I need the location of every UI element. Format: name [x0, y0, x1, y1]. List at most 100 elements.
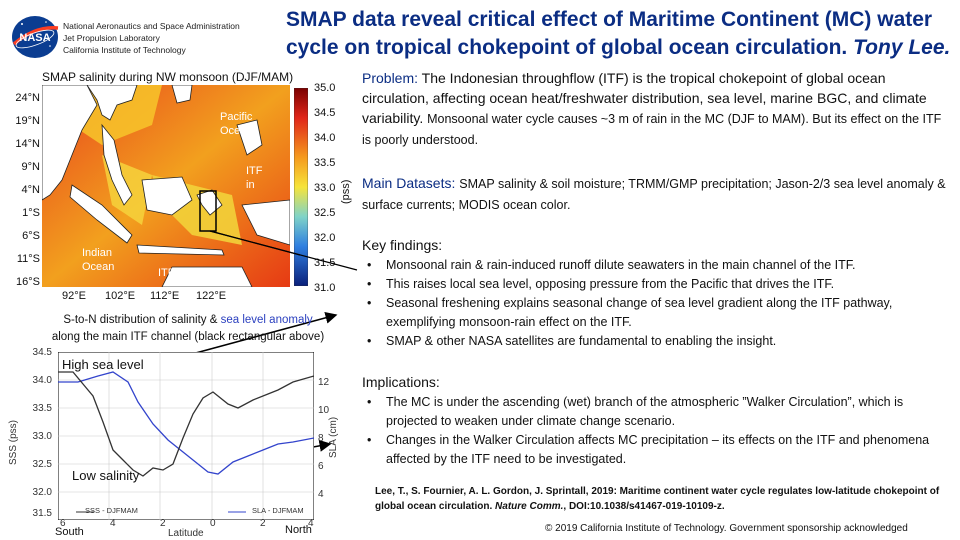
- y-right-tick: 8: [318, 433, 324, 444]
- x-tick: 6: [60, 518, 66, 529]
- implications-heading: Implications:: [362, 374, 440, 390]
- implications-list: • The MC is under the ascending (wet) bra…: [362, 393, 947, 469]
- colorbar-tick: 32.5: [314, 207, 336, 219]
- lat-tick: 9°N: [21, 161, 40, 173]
- sss-sla-chart: [58, 352, 314, 520]
- label-indian-ocean: Indian Ocean: [82, 246, 114, 274]
- label-itf-out: ITF out: [158, 267, 193, 279]
- colorbar-tick: 33.5: [314, 157, 336, 169]
- reference-doi: , DOI:10.1038/s41467-019-10109-z.: [563, 501, 725, 512]
- series-caption-blue: sea level anomaly: [220, 314, 313, 326]
- series-caption-text2: along the main ITF channel (black rectan…: [51, 331, 325, 343]
- y-right-tick: 12: [318, 377, 330, 388]
- x-label: Latitude: [168, 528, 204, 539]
- problem-text-small: Monsoonal water cycle causes ~3 m of rai…: [362, 112, 942, 147]
- label-pacific-ocean: Pacific Ocean: [220, 110, 252, 138]
- y-right-tick: 4: [318, 489, 324, 500]
- x-tick: 0: [210, 518, 216, 529]
- nasa-logo: NASA: [12, 16, 59, 58]
- finding-item: • SMAP & other NASA satellites are fundam…: [367, 334, 777, 348]
- series-caption-text: S-to-N distribution of salinity &: [63, 314, 218, 326]
- label-indian-line1: Indian: [82, 247, 112, 259]
- finding-item: • Monsoonal rain & rain-induced runoff di…: [367, 258, 856, 272]
- legend-sla: SLA - DJFMAM: [252, 506, 304, 515]
- colorbar-tick: 34.5: [314, 107, 336, 119]
- label-itf-in: ITF in: [246, 164, 263, 192]
- y-left-tick: 34.0: [32, 375, 52, 386]
- title-line2-text: cycle on tropical chokepoint of global o…: [286, 36, 848, 59]
- lon-tick: 122°E: [196, 290, 227, 302]
- lat-tick: 6°S: [22, 230, 40, 242]
- lat-tick: 11°S: [16, 253, 40, 265]
- findings-heading: Key findings:: [362, 237, 443, 253]
- colorbar-tick: 35.0: [314, 82, 336, 94]
- reference-journal: Nature Comm.: [495, 501, 564, 512]
- lat-tick: 19°N: [15, 115, 40, 127]
- y-left-tick: 31.5: [32, 508, 52, 519]
- annot-high-sea-level: High sea level: [62, 357, 144, 372]
- implication-text: Changes in the Walker Circulation affect…: [386, 433, 930, 466]
- problem-text: The Indonesian throughflow (ITF) is the …: [362, 70, 927, 126]
- y-left-tick: 33.0: [32, 431, 52, 442]
- reference: Lee, T., S. Fournier, A. L. Gordon, J. S…: [375, 484, 945, 514]
- x-tick: 4: [308, 518, 314, 529]
- copyright: © 2019 California Institute of Technolog…: [545, 523, 908, 534]
- implication-item: • The MC is under the ascending (wet) bra…: [367, 395, 904, 428]
- finding-text: Monsoonal rain & rain-induced runoff dil…: [386, 258, 856, 272]
- legend-sss: SSS - DJFMAM: [85, 506, 138, 515]
- lat-tick: 24°N: [15, 92, 40, 104]
- author: Tony Lee.: [853, 36, 951, 59]
- page-title: SMAP data reveal critical effect of Mari…: [286, 6, 951, 62]
- colorbar-unit: (pss): [340, 179, 352, 204]
- colorbar-tick: 31.0: [314, 282, 336, 294]
- y-right-label: SLA (cm): [328, 416, 339, 458]
- label-itf-in-line1: ITF: [246, 165, 263, 177]
- x-south: South: [55, 526, 84, 538]
- series-caption: S-to-N distribution of salinity & sea le…: [20, 312, 356, 346]
- y-left-tick: 34.5: [32, 347, 52, 358]
- lon-tick: 112°E: [150, 290, 180, 302]
- datasets-section: Main Datasets: SMAP salinity & soil mois…: [362, 173, 947, 215]
- y-left-tick: 32.0: [32, 487, 52, 498]
- institution-line: California Institute of Technology: [63, 45, 186, 55]
- colorbar-tick: 32.0: [314, 232, 336, 244]
- svg-text:NASA: NASA: [19, 32, 50, 44]
- colorbar-tick: 33.0: [314, 182, 336, 194]
- lat-tick: 14°N: [15, 138, 40, 150]
- lat-tick: 1°S: [22, 207, 40, 219]
- map-caption: SMAP salinity during NW monsoon (DJF/MAM…: [42, 70, 294, 84]
- salinity-map: [42, 85, 290, 287]
- lon-tick: 92°E: [62, 290, 86, 302]
- x-tick: 2: [260, 518, 266, 529]
- reference-text: Lee, T., S. Fournier, A. L. Gordon, J. S…: [375, 486, 940, 512]
- institution-line: National Aeronautics and Space Administr…: [63, 21, 240, 31]
- salinity-colorbar: [294, 88, 308, 286]
- datasets-text: SMAP salinity & soil moisture; TRMM/GMP …: [362, 177, 946, 212]
- sla-line: [58, 371, 314, 475]
- title-line2: cycle on tropical chokepoint of global o…: [286, 34, 951, 62]
- institution-block: National Aeronautics and Space Administr…: [63, 20, 240, 56]
- label-itf-in-line2: in: [246, 179, 255, 191]
- title-line1: SMAP data reveal critical effect of Mari…: [286, 8, 933, 31]
- problem-section: Problem: The Indonesian throughflow (ITF…: [362, 68, 947, 150]
- label-pacific-line1: Pacific: [220, 111, 253, 123]
- problem-heading: Problem:: [362, 70, 419, 86]
- datasets-heading: Main Datasets:: [362, 175, 456, 191]
- y-right-tick: 10: [318, 405, 330, 416]
- x-tick: 2: [160, 518, 166, 529]
- label-pacific-line2: Ocean: [220, 125, 253, 137]
- x-north: North: [285, 524, 312, 536]
- y-right-tick: 6: [318, 461, 324, 472]
- finding-item: • Seasonal freshening explains seasonal c…: [367, 296, 893, 329]
- finding-item: • This raises local sea level, opposing p…: [367, 277, 835, 291]
- finding-text: SMAP & other NASA satellites are fundame…: [386, 334, 777, 348]
- y-left-tick: 33.5: [32, 403, 52, 414]
- label-indian-line2: Ocean: [82, 261, 115, 273]
- finding-text: Seasonal freshening explains seasonal ch…: [386, 296, 893, 329]
- lat-tick: 16°S: [16, 276, 40, 288]
- implication-item: • Changes in the Walker Circulation affec…: [367, 433, 930, 466]
- annot-low-salinity: Low salinity: [72, 468, 140, 483]
- colorbar-tick: 34.0: [314, 132, 336, 144]
- sss-line: [58, 371, 314, 477]
- y-left-tick: 32.5: [32, 459, 52, 470]
